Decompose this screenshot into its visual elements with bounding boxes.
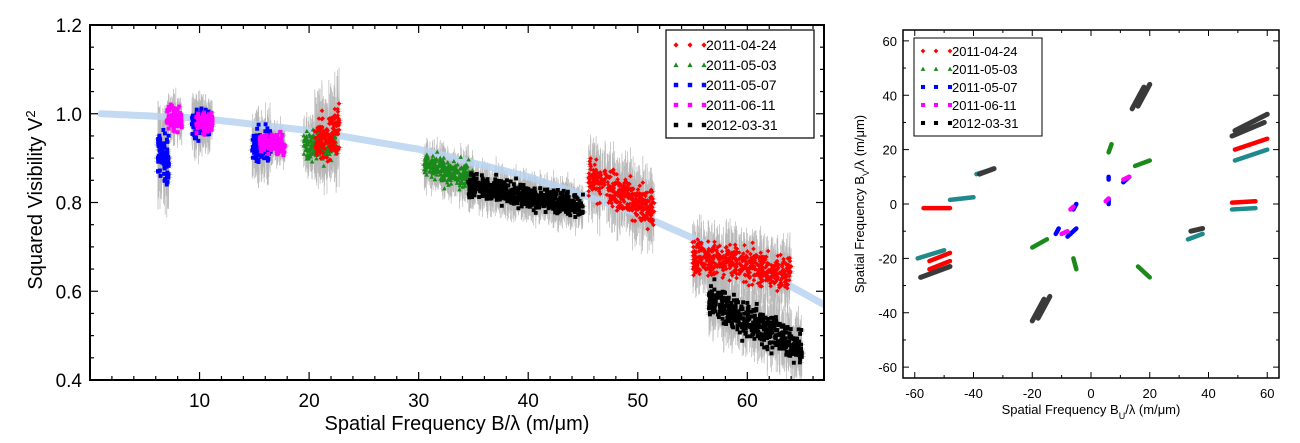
visibility-plot: 10 20 30 40 50 60 0.40.60.81.01.2 Spatial Fre… — [23, 16, 825, 435]
